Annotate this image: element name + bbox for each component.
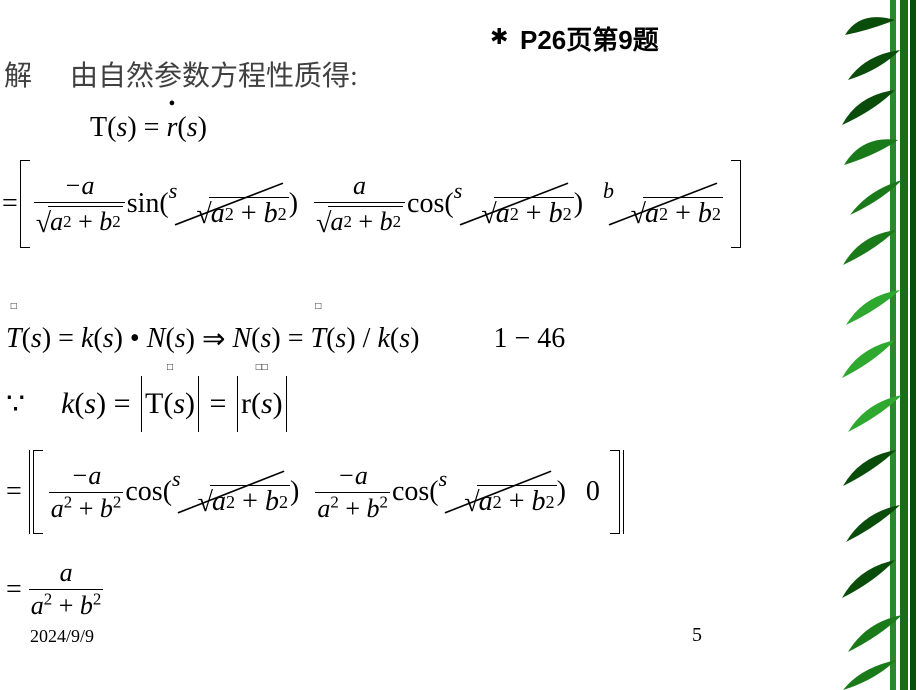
cos-2: cos(	[125, 476, 172, 508]
b-sq-6: b	[100, 494, 113, 523]
left-bracket-1	[20, 160, 30, 248]
footer-date: 2024/9/9	[30, 626, 94, 647]
close-3: )	[290, 476, 299, 508]
a-sq-6: a	[51, 494, 64, 523]
b-sq-1: b	[99, 207, 112, 237]
cos-3: cos(	[392, 476, 439, 508]
solution-statement: 由自然参数方程性质得:	[70, 61, 358, 92]
eq-ref-num: 1 − 46	[493, 323, 565, 355]
solution-line: 解 由自然参数方程性质得:	[4, 54, 358, 94]
eq-final: = a a2 + b2	[6, 558, 103, 621]
footer-page-number: 5	[692, 624, 702, 647]
eq-vector-row2: = −a a2 + b2 cos( s a2 + b2 ) −a a2 + b2…	[6, 450, 627, 534]
frac-num-a: a	[351, 171, 368, 202]
solution-prefix: 解	[4, 61, 32, 92]
r-dot: r	[166, 112, 177, 143]
final-a: a	[58, 558, 75, 589]
frac-neg-a-2: −a	[69, 461, 104, 492]
a-sq-10: a	[31, 591, 44, 620]
a-sq-3: a	[330, 207, 343, 237]
zero-comp: 0	[586, 476, 600, 508]
cos-1: cos(	[407, 188, 454, 220]
close-4: )	[557, 476, 566, 508]
right-bracket-1	[731, 160, 741, 248]
frac-neg-a-3: −a	[335, 461, 370, 492]
eq-deriv-rel: □T(s) = k(s) • N(s) ⇒ N(s) = □T(s) / k(s…	[6, 322, 565, 356]
right-bracket-2	[610, 450, 620, 534]
frac-num-neg-a: −a	[62, 171, 97, 202]
header-bullet: ✱	[490, 24, 508, 50]
sin-1: sin(	[127, 188, 169, 220]
eq-ks-def: ∵ k(s) = □ T(s) = □□ r(s)	[6, 376, 290, 432]
close-1: )	[289, 188, 298, 220]
b-sq-10: b	[80, 591, 93, 620]
left-bracket-2	[33, 450, 43, 534]
a-sq-1: a	[50, 207, 63, 237]
a-sq-8: a	[317, 494, 330, 523]
b-sq-3: b	[380, 207, 393, 237]
eq-tangent-def: T(s) = r (s)	[90, 112, 207, 144]
bamboo-decoration	[840, 0, 920, 690]
b-sq-8: b	[366, 494, 379, 523]
close-2: )	[574, 188, 583, 220]
page-reference: P26页第9题	[520, 20, 659, 57]
eq-vector-row1: = −a a2 + b2 sin( s a2 + b2 ) a a2 + b2 …	[2, 160, 741, 248]
because-sym: ∵	[6, 387, 25, 422]
